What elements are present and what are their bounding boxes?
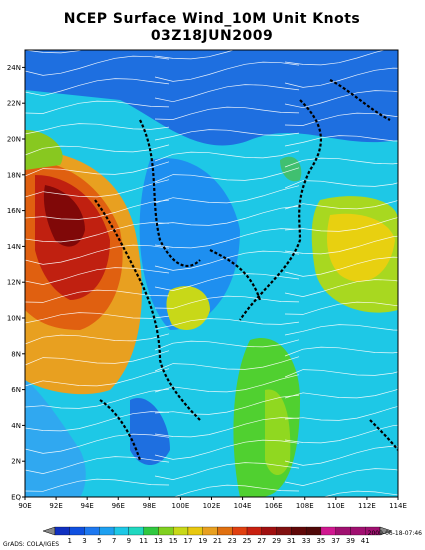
y-tick-label: 14N: [7, 243, 21, 251]
x-tick-label: 106E: [265, 502, 283, 510]
colorbar-label: 25: [243, 537, 252, 545]
x-tick-label: 98E: [143, 502, 156, 510]
colorbar-label: 13: [154, 537, 163, 545]
subtitle: 03Z18JUN2009: [151, 28, 273, 44]
y-tick-label: 20N: [7, 136, 21, 144]
y-tick-label: 8N: [11, 350, 21, 358]
timestamp: 2009-06-18-07:46: [368, 530, 423, 537]
y-tick-label: 22N: [7, 100, 21, 108]
colorbar-label: 33: [302, 537, 311, 545]
colorbar-swatch: [305, 526, 322, 536]
colorbar-label: 9: [127, 537, 131, 545]
y-tick-label: EQ: [11, 494, 21, 502]
x-tick-label: 104E: [234, 502, 252, 510]
x-tick-label: 108E: [296, 502, 314, 510]
y-tick-label: 12N: [7, 279, 21, 287]
colorbar-label: 41: [361, 537, 370, 545]
colorbar-label: 39: [346, 537, 355, 545]
colorbar-swatch: [54, 526, 70, 536]
colorbar-swatch: [128, 526, 144, 536]
colorbar-swatch: [202, 526, 218, 536]
colorbar-label: 37: [331, 537, 340, 545]
colorbar-label: 31: [287, 537, 296, 545]
y-tick-label: 16N: [7, 207, 21, 215]
coastline: [94, 79, 398, 461]
x-tick-label: 90E: [18, 502, 31, 510]
colorbar-label: 23: [228, 537, 237, 545]
colorbar-swatch: [99, 526, 115, 536]
title: NCEP Surface Wind_10M Unit Knots: [64, 11, 361, 27]
colorbar-label: 21: [213, 537, 222, 545]
x-tick-label: 102E: [203, 502, 221, 510]
y-tick-label: 24N: [7, 64, 21, 72]
colorbar-swatch: [143, 526, 159, 536]
colorbar-label: 17: [183, 537, 192, 545]
colorbar-label: 15: [169, 537, 178, 545]
colorbar-label: 27: [257, 537, 266, 545]
x-tick-label: 92E: [49, 502, 62, 510]
colorbar-swatch: [69, 526, 85, 536]
y-tick-label: 2N: [11, 458, 21, 466]
x-tick-label: 100E: [172, 502, 190, 510]
colorbar-label: 29: [272, 537, 281, 545]
x-tick-label: 94E: [80, 502, 93, 510]
colorbar-swatch: [217, 526, 233, 536]
credit: GrADS: COLA/IGES: [3, 541, 59, 548]
colorbar-swatch: [232, 526, 248, 536]
colorbar-label: 35: [316, 537, 325, 545]
colorbar-label: 5: [97, 537, 101, 545]
x-tick-label: 114E: [389, 502, 407, 510]
colorbar-swatch: [276, 526, 292, 536]
colorbar-swatch: [335, 526, 351, 536]
colorbar-label: 19: [198, 537, 207, 545]
colorbar-swatch: [84, 526, 100, 536]
colorbar-label: 1: [68, 537, 72, 545]
colorbar-swatch: [187, 526, 203, 536]
colorbar-swatch: [246, 526, 262, 536]
colorbar-label: 7: [112, 537, 116, 545]
y-tick-label: 18N: [7, 171, 21, 179]
wind-field: [25, 50, 398, 497]
x-tick-label: 96E: [112, 502, 125, 510]
y-tick-label: 4N: [11, 422, 21, 430]
colorbar-swatch: [113, 526, 130, 536]
colorbar-label: 3: [82, 537, 86, 545]
x-tick-label: 112E: [358, 502, 376, 510]
colorbar-swatch: [158, 526, 174, 536]
y-tick-label: 10N: [7, 315, 21, 323]
colorbar-swatch: [261, 526, 277, 536]
colorbar-swatch: [291, 526, 307, 536]
colorbar-swatch: [173, 526, 189, 536]
y-tick-label: 6N: [11, 386, 21, 394]
colorbar-swatch: [320, 526, 336, 536]
colorbar-arrow: [379, 526, 393, 536]
x-tick-label: 110E: [327, 502, 345, 510]
colorbar-swatch: [350, 526, 366, 536]
colorbar-label: 11: [139, 537, 148, 545]
colorbar-arrow: [42, 526, 56, 536]
